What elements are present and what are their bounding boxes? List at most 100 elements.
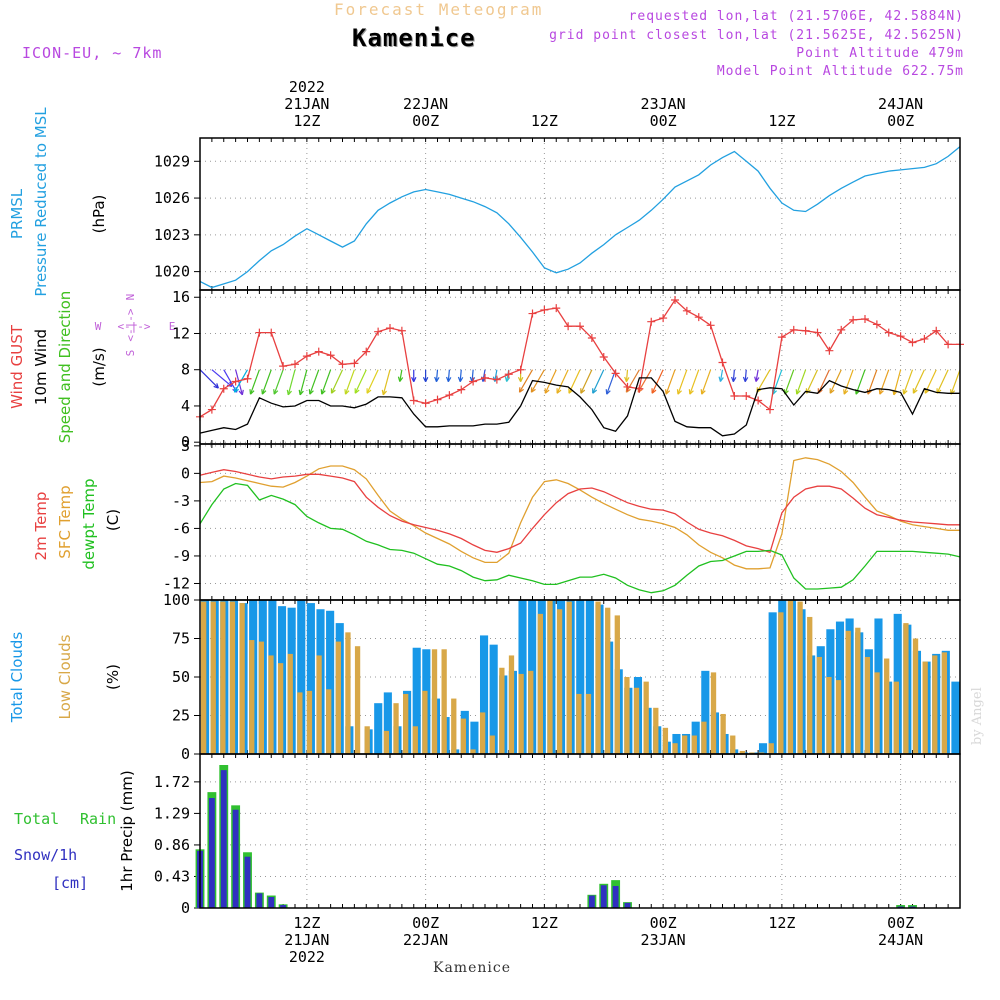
bottom-time-label: 12Z (768, 914, 795, 932)
low-cloud-bar (710, 672, 717, 754)
total-cloud-bar (758, 743, 768, 754)
wind-gust-line-point (279, 362, 288, 371)
wind-gust-line-point (671, 295, 679, 304)
total-cloud-bar (585, 600, 594, 754)
low-cloud-bar (787, 600, 794, 754)
wind-direction-arrow (273, 369, 284, 395)
wind-arrow-head (795, 389, 801, 395)
low-cloud-bar (479, 712, 486, 754)
wind-direction-arrow (482, 369, 486, 382)
wind-arrow-head (878, 389, 884, 395)
wind-arrow-head (624, 376, 630, 382)
low-cloud-bar (566, 601, 572, 754)
low-cloud-bar (585, 693, 592, 754)
low-cloud-bar (864, 656, 871, 754)
compass-n: N (124, 294, 137, 301)
low-cloud-bar (576, 693, 582, 754)
wind-gust-line-point (742, 391, 751, 400)
wind-gust-line-point (647, 317, 656, 326)
snow-bar (268, 897, 275, 908)
wind-gust-line-point (504, 370, 513, 379)
grid-coords: grid point closest lon,lat (21.5625E, 42… (549, 28, 964, 43)
y-tick-label: 3 (181, 437, 190, 455)
low-cloud-bar (605, 607, 611, 754)
low-cloud-bar (364, 726, 370, 754)
bottom-time-label: 24JAN (878, 931, 923, 949)
wind-arrow-head (843, 389, 849, 395)
y-tick-label: -12 (163, 574, 190, 592)
wind-gust-line-point (540, 305, 549, 314)
low-cloud-bar (845, 630, 851, 754)
top-time-label: 12Z (531, 112, 558, 130)
total-cloud-bar (383, 692, 392, 754)
compass-s: S (124, 350, 137, 357)
snow-bar (208, 798, 215, 908)
y-tick-label: 12 (172, 324, 190, 342)
wind-direction-arrow (382, 369, 391, 395)
low-cloud-bar (470, 749, 476, 754)
wind-arrow-head (742, 376, 749, 382)
wind-arrow-head (273, 389, 279, 395)
low-cloud-bar (335, 641, 341, 754)
panel-5: 0 0.43 0.86 1.29 1.72 (154, 754, 961, 917)
low-cloud-bar (903, 623, 909, 754)
total-cloud-bar (326, 610, 335, 754)
total-cloud-bar (479, 635, 489, 754)
low-cloud-bar (277, 663, 284, 754)
wind-direction-arrow (744, 369, 747, 382)
wind-arrow-head (665, 389, 671, 395)
low-cloud-bar (403, 693, 409, 754)
wind-gust-line-point (386, 324, 394, 333)
wind-gust-line-point (528, 309, 537, 318)
wind-arrow-head (233, 387, 239, 393)
wind-10m-label: 10m Wind (32, 329, 50, 405)
total-cloud-bar (306, 603, 315, 754)
wind-direction-arrow (211, 369, 233, 387)
low-cloud-bar (749, 752, 755, 754)
wind-direction-arrow (354, 369, 367, 394)
low-cloud-bar (528, 670, 534, 754)
wind-gust-label: Wind GUST (8, 324, 26, 409)
wind-gust-line-point (659, 314, 668, 323)
wind-speed-line (199, 377, 960, 437)
low-cloud-bar (518, 673, 524, 754)
total-cloud-bar (412, 647, 421, 754)
low-cloud-bar (614, 615, 620, 754)
low-cloud-bar (547, 600, 553, 754)
low-cloud-bar (220, 601, 226, 754)
wind-direction-arrow (366, 369, 379, 394)
wind-gust-line-point (837, 325, 846, 334)
wind-arrow-head (366, 388, 372, 394)
top-time-label: 21JAN (284, 95, 329, 113)
low-cloud-bar (912, 638, 919, 754)
wind-gust-line-point (516, 365, 525, 374)
wind-direction-arrow (459, 369, 462, 382)
top-time-label: 2022 (289, 78, 325, 96)
wind-gust-line-point (314, 347, 323, 356)
low-cloud-bar (537, 613, 543, 754)
low-cloud-bar (556, 609, 563, 754)
total-cloud-bar (951, 681, 960, 754)
low-cloud-bar (768, 743, 774, 754)
wind-arrow-head (411, 376, 417, 382)
y-tick-label: 0 (181, 464, 190, 482)
low-cloud-bar (460, 718, 467, 754)
precip-snow-label: Snow/1h (14, 846, 77, 864)
wind-gust-line-point (302, 352, 311, 361)
low-cloud-bar (758, 752, 765, 754)
panel-border (199, 289, 961, 445)
snow-bar (612, 886, 619, 908)
wind-gust-line-point (789, 325, 798, 334)
wind-gust-line-point (374, 327, 383, 336)
low-cloud-bar (508, 655, 515, 754)
y-tick-label: 0.43 (154, 867, 190, 885)
y-tick-label: 1026 (154, 189, 190, 207)
y-tick-label: 1023 (154, 226, 190, 244)
snow-bar (220, 770, 227, 908)
y-tick-label: -9 (172, 547, 190, 565)
bottom-time-label: 00Z (650, 914, 677, 932)
pressure-unit-label: (hPa) (90, 195, 108, 234)
wind-gust-line-point (861, 314, 869, 323)
wind-direction-arrow (755, 369, 759, 382)
